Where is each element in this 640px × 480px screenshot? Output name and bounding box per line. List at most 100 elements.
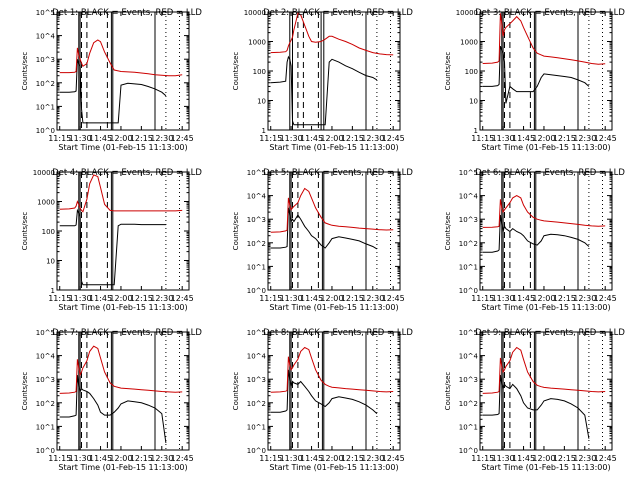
- marker-lines: [501, 172, 603, 290]
- x-tick-label: 11:30: [492, 134, 515, 143]
- lld-series-line: [59, 345, 183, 394]
- x-tick-label: 11:45: [512, 454, 535, 463]
- y-tick-label: 100: [42, 228, 55, 236]
- x-tick-label: 11:15: [259, 454, 282, 463]
- x-tick-label: 11:15: [48, 454, 71, 463]
- marker-lines: [78, 172, 180, 290]
- y-tick-label: 10^1: [36, 103, 55, 111]
- x-tick-label: 11:30: [280, 134, 303, 143]
- x-tick-label: 12:30: [573, 454, 596, 463]
- x-tick-label: 12:45: [382, 134, 405, 143]
- x-tick-label: 12:30: [573, 294, 596, 303]
- y-tick-label: 10^5: [36, 329, 55, 337]
- events-series-line: [270, 55, 378, 126]
- lld-series-line: [270, 12, 394, 56]
- plot-frame: [479, 331, 613, 451]
- x-tick-label: 12:00: [109, 454, 132, 463]
- x-tick-label: 11:30: [492, 454, 515, 463]
- y-tick-label: 10^5: [36, 9, 55, 17]
- x-axis-label: Start Time (01-Feb-15 11:13:00): [269, 303, 398, 312]
- x-tick-label: 12:00: [532, 134, 555, 143]
- y-tick-label: 10^4: [247, 353, 267, 361]
- x-axis-label: Start Time (01-Feb-15 11:13:00): [269, 463, 398, 472]
- x-tick-label: 11:30: [69, 134, 92, 143]
- x-tick-label: 11:30: [280, 454, 303, 463]
- x-tick-label: 12:30: [361, 134, 384, 143]
- y-tick-label: 1000: [248, 39, 266, 47]
- x-tick-label: 12:30: [150, 454, 173, 463]
- series-group: [270, 187, 394, 250]
- x-axis-label: Start Time (01-Feb-15 11:13:00): [481, 143, 610, 152]
- y-tick-label: 10^1: [247, 423, 266, 431]
- x-tick-label: 11:15: [259, 134, 282, 143]
- y-axis-label: Counts/sec: [21, 212, 29, 251]
- events-series-line: [59, 59, 167, 124]
- panel-title: Det 3: BLACK = Events, RED = LLD: [475, 8, 625, 18]
- y-tick-label: 1: [474, 127, 478, 135]
- x-tick-label: 11:15: [48, 294, 71, 303]
- events-series-line: [270, 369, 378, 414]
- x-tick-label: 11:15: [471, 294, 494, 303]
- y-tick-label: 10^0: [459, 447, 478, 455]
- y-tick-label: 10^5: [247, 169, 266, 177]
- y-tick-label: 10^0: [247, 447, 266, 455]
- x-tick-label: 11:45: [89, 454, 112, 463]
- x-tick-label: 12:15: [341, 294, 364, 303]
- y-axis-label: Counts/sec: [232, 212, 240, 251]
- panel-title: Det 1: BLACK = Events, RED = LLD: [52, 8, 202, 18]
- y-tick-label: 10^0: [459, 287, 478, 295]
- marker-lines: [289, 332, 391, 450]
- x-tick-label: 12:45: [594, 294, 617, 303]
- x-axis-label: Start Time (01-Feb-15 11:13:00): [269, 143, 398, 152]
- x-tick-label: 12:30: [150, 294, 173, 303]
- x-tick-label: 12:45: [171, 454, 194, 463]
- x-tick-label: 12:00: [320, 454, 343, 463]
- y-tick-label: 10: [469, 98, 478, 106]
- x-tick-label: 12:00: [109, 294, 132, 303]
- x-tick-label: 11:15: [471, 134, 494, 143]
- x-tick-label: 11:45: [300, 454, 323, 463]
- series-group: [59, 174, 183, 286]
- y-tick-label: 10^2: [459, 240, 478, 248]
- x-axis-label: Start Time (01-Feb-15 11:13:00): [58, 143, 187, 152]
- marker-lines: [289, 12, 391, 130]
- series-group: [270, 346, 394, 414]
- y-tick-label: 10^3: [36, 56, 55, 64]
- x-tick-label: 12:45: [594, 134, 617, 143]
- y-tick-label: 10^0: [36, 447, 55, 455]
- y-tick-label: 10000: [33, 169, 55, 177]
- y-tick-label: 1: [51, 287, 55, 295]
- x-tick-label: 11:45: [89, 134, 112, 143]
- y-tick-label: 1: [262, 127, 266, 135]
- panel-title: Det 7: BLACK = Events, RED = LLD: [52, 328, 202, 338]
- y-tick-label: 10^4: [36, 353, 56, 361]
- y-tick-label: 10^5: [459, 329, 478, 337]
- x-tick-label: 11:30: [69, 454, 92, 463]
- panel-title: Det 2: BLACK = Events, RED = LLD: [263, 8, 413, 18]
- plot-frame: [56, 171, 190, 291]
- x-tick-label: 12:15: [130, 294, 153, 303]
- x-tick-label: 11:30: [280, 294, 303, 303]
- x-tick-label: 11:45: [512, 134, 535, 143]
- y-tick-label: 1000: [460, 39, 478, 47]
- y-tick-label: 10^1: [459, 263, 478, 271]
- x-axis-label: Start Time (01-Feb-15 11:13:00): [58, 463, 187, 472]
- plot-frame: [267, 171, 401, 291]
- x-tick-label: 12:00: [532, 294, 555, 303]
- x-tick-label: 11:30: [492, 294, 515, 303]
- y-tick-label: 10000: [456, 9, 478, 17]
- y-tick-label: 10^4: [459, 193, 479, 201]
- x-tick-label: 12:00: [320, 294, 343, 303]
- y-tick-label: 10^2: [36, 400, 55, 408]
- plot-frame: [56, 11, 190, 131]
- x-tick-label: 12:30: [573, 134, 596, 143]
- y-tick-label: 10^2: [247, 240, 266, 248]
- marker-lines: [501, 12, 603, 130]
- x-tick-label: 12:45: [171, 134, 194, 143]
- x-tick-label: 12:15: [341, 454, 364, 463]
- series-group: [270, 12, 394, 126]
